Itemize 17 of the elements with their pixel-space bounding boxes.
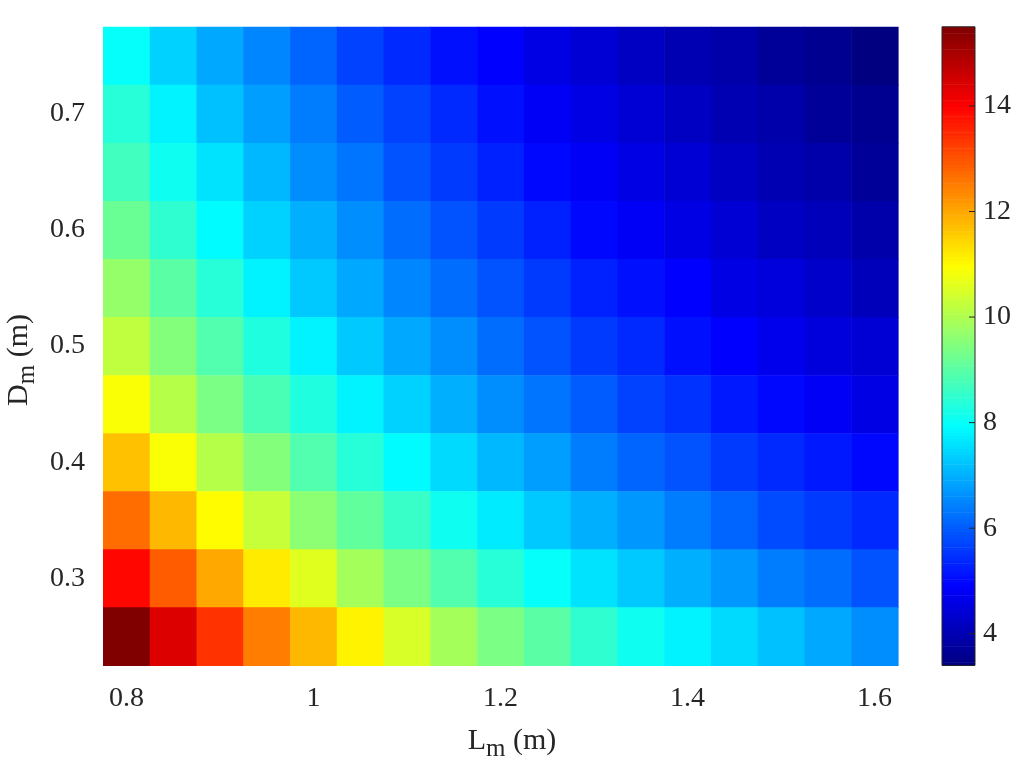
- x-axis-title: L$_{m}$ (m): [466, 722, 558, 762]
- color-bar-label: 14: [983, 88, 1011, 120]
- x-tick-label: 1.2: [483, 680, 518, 712]
- x-tick-label: 1.4: [670, 680, 706, 712]
- color-bar-label: 8: [983, 404, 997, 436]
- x-tick-label: 1: [306, 680, 321, 712]
- y-tick-label: 0.6: [50, 212, 85, 244]
- y-tick-label: 0.3: [50, 560, 85, 592]
- x-tick-label: 0.8: [108, 680, 144, 712]
- y-tick-label: 0.5: [50, 328, 85, 360]
- x-tick-label: 1.6: [857, 680, 893, 712]
- color-bar-label: 6: [983, 510, 997, 542]
- y-tick-label: 0.4: [50, 444, 85, 476]
- y-tick-label: 0.7: [50, 96, 85, 128]
- color-bar-label: 10: [983, 299, 1011, 331]
- color-bar-label: 12: [983, 193, 1011, 225]
- color-bar-label: 4: [983, 616, 997, 648]
